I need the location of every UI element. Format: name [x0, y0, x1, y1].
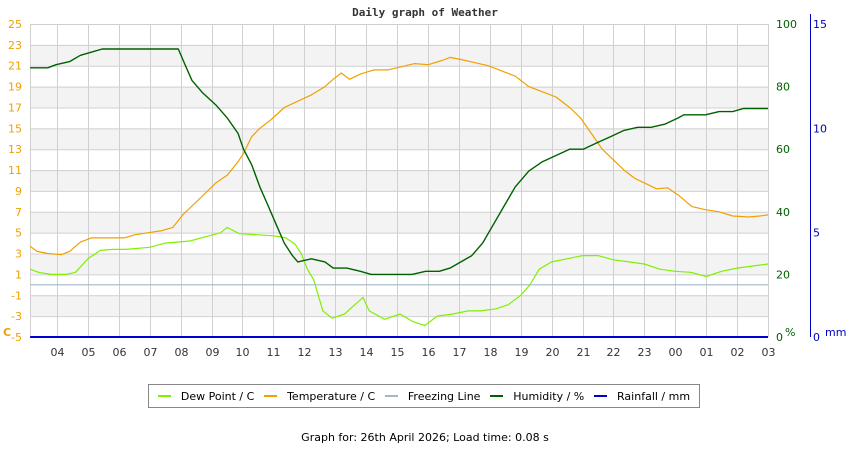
band: [30, 86, 768, 108]
x-tick-label: 19: [515, 346, 529, 359]
temp-tick-label: 11: [8, 164, 22, 177]
x-tick-label: 00: [669, 346, 683, 359]
x-tick-label: 09: [206, 346, 220, 359]
temp-tick-label: -5: [11, 331, 22, 344]
temp-tick-label: 19: [8, 81, 22, 94]
x-tick-label: 07: [144, 346, 158, 359]
temp-tick-label: 1: [15, 268, 22, 281]
temp-tick-label: 13: [8, 143, 22, 156]
humidity-tick-label: 20: [776, 268, 790, 281]
temp-tick-label: -3: [11, 310, 22, 323]
x-tick-label: 03: [762, 346, 776, 359]
rainfall-tick-label: 15: [813, 18, 827, 31]
series-temperature-c: [29, 56, 769, 256]
legend-label: Dew Point / C: [180, 389, 255, 403]
x-tick-label: 23: [638, 346, 652, 359]
temp-tick-label: 15: [8, 122, 22, 135]
x-tick-label: 20: [546, 346, 560, 359]
humidity-tick-label: 0: [776, 331, 783, 344]
humidity-tick-label: 80: [776, 81, 790, 94]
dew-point-swatch-icon: [157, 395, 171, 397]
x-tick-label: 16: [422, 346, 436, 359]
legend-item-freezing-line: Freezing Line: [384, 389, 481, 403]
axes: 04 05 06 07 08 09 10 11 12 13 14 15 16 17 18 19 20 21 22 23…: [3, 14, 846, 359]
temperature-swatch-icon: [264, 395, 278, 397]
x-tick-label: 02: [731, 346, 745, 359]
rainfall-axis-unit: mm: [825, 326, 846, 339]
legend-label: Rainfall / mm: [617, 389, 691, 403]
chart-title: Daily graph of Weather: [352, 6, 498, 19]
series-humidity: [30, 48, 768, 276]
legend-label: Freezing Line: [407, 389, 481, 403]
legend-label: Humidity / %: [513, 389, 585, 403]
graph-footer: Graph for: 26th April 2026; Load time: 0…: [301, 431, 549, 444]
band: [30, 295, 768, 317]
x-tick-label: 13: [329, 346, 343, 359]
rainfall-tick-label: 0: [813, 331, 820, 344]
x-tick-label: 14: [360, 346, 374, 359]
x-tick-label: 18: [484, 346, 498, 359]
humidity-axis-unit: %: [785, 326, 795, 339]
band: [30, 253, 768, 275]
humidity-tick-label: 100: [776, 18, 797, 31]
band: [30, 170, 768, 191]
temp-tick-label: 7: [15, 206, 22, 219]
x-tick-label: 22: [607, 346, 621, 359]
temp-tick-label: 9: [15, 185, 22, 198]
humidity-tick-label: 60: [776, 143, 790, 156]
rainfall-tick-label: 10: [813, 122, 827, 135]
temp-tick-label: 23: [8, 39, 22, 52]
humidity-tick-label: 40: [776, 206, 790, 219]
series-dew-point-c: [29, 226, 769, 327]
x-tick-label: 11: [267, 346, 281, 359]
x-tick-label: 06: [113, 346, 127, 359]
temp-axis-unit: C: [3, 326, 11, 339]
temp-tick-label: 17: [8, 101, 22, 114]
x-tick-label: 12: [298, 346, 312, 359]
band: [30, 211, 768, 233]
temp-tick-label: 25: [8, 18, 22, 31]
legend-item-rainfall: Rainfall / mm: [594, 390, 690, 403]
x-tick-label: 05: [82, 346, 96, 359]
legend-item-humidity: Humidity / %: [490, 390, 584, 403]
band: [30, 44, 768, 66]
freezing-line-swatch-icon: [384, 395, 398, 397]
legend-label: Temperature / C: [287, 389, 376, 403]
x-tick-label: 01: [700, 346, 714, 359]
humidity-swatch-icon: [490, 395, 504, 397]
temp-tick-label: 3: [15, 248, 22, 261]
temp-tick-label: 21: [8, 60, 22, 73]
rainfall-tick-label: 5: [813, 227, 820, 240]
x-tick-label: 04: [51, 346, 65, 359]
legend-item-temperature: Temperature / C: [264, 390, 375, 403]
temp-tick-label: 5: [15, 227, 22, 240]
chart-canvas: 04 05 06 07 08 09 10 11 12 13 14 15 16 17 18 19 20 21 22 23…: [3, 14, 846, 359]
x-tick-label: 15: [391, 346, 405, 359]
rainfall-swatch-icon: [594, 395, 608, 397]
background-bands: [30, 44, 768, 317]
x-tick-label: 10: [236, 346, 250, 359]
legend: Dew Point / C Temperature / C Freezing L…: [148, 384, 700, 408]
band: [30, 128, 768, 150]
x-tick-label: 08: [175, 346, 189, 359]
legend-item-dew-point: Dew Point / C: [157, 389, 255, 403]
data-series: [29, 48, 769, 338]
x-tick-label: 17: [453, 346, 467, 359]
temp-tick-label: -1: [11, 289, 22, 302]
x-tick-label: 21: [577, 346, 591, 359]
